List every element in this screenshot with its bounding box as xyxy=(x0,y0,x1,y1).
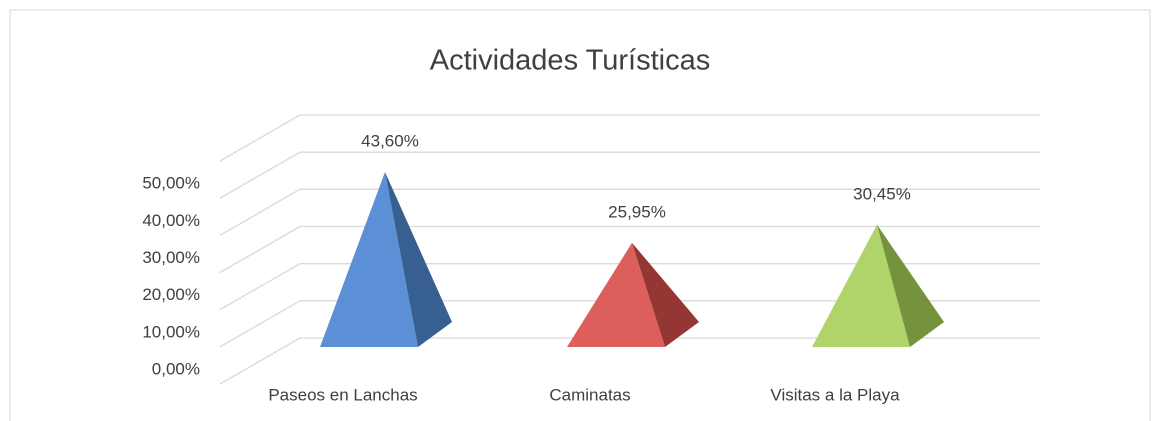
grid-line xyxy=(219,263,301,311)
grid-line xyxy=(219,337,301,385)
x-tick-label: Paseos en Lanchas xyxy=(268,385,417,404)
grid-line xyxy=(219,225,301,274)
pyramid-side xyxy=(632,242,699,347)
data-label: 30,45% xyxy=(853,184,911,203)
grid-line xyxy=(219,188,301,236)
grid-line xyxy=(219,300,301,348)
y-tick-label: 10,00% xyxy=(142,322,200,341)
data-label: 43,60% xyxy=(361,131,419,150)
pyramid-front xyxy=(320,172,418,347)
data-label: 25,95% xyxy=(608,202,666,221)
chart-border xyxy=(9,9,1151,421)
pyramid-side xyxy=(877,224,944,347)
wall-edge xyxy=(219,114,301,162)
pyramid-front xyxy=(812,224,910,347)
y-tick-label: 30,00% xyxy=(142,248,200,267)
y-tick-label: 40,00% xyxy=(142,211,200,230)
x-tick-label: Visitas a la Playa xyxy=(770,385,900,404)
grid-line xyxy=(219,151,301,199)
x-tick-label: Caminatas xyxy=(549,385,630,404)
pyramid-front xyxy=(567,242,665,347)
y-tick-label: 50,00% xyxy=(142,174,200,193)
y-tick-label: 20,00% xyxy=(142,285,200,304)
chart-title: Actividades Turísticas xyxy=(430,45,710,77)
y-tick-label: 0,00% xyxy=(152,359,200,378)
pyramid-side xyxy=(385,172,452,347)
